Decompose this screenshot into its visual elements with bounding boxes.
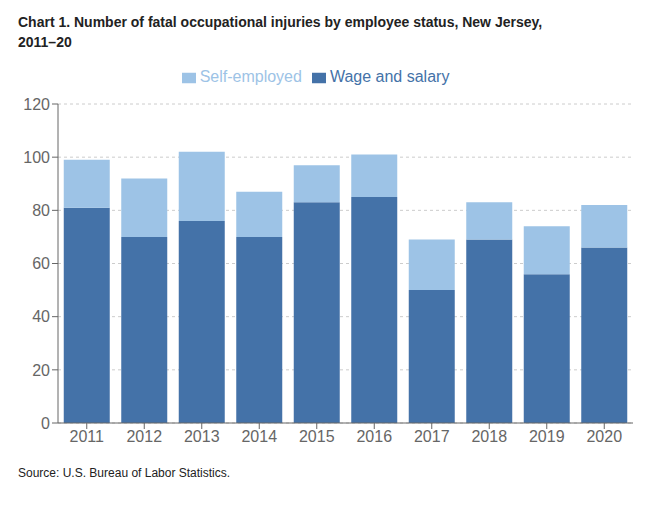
svg-text:2018: 2018 bbox=[471, 428, 507, 445]
svg-text:2017: 2017 bbox=[414, 428, 450, 445]
svg-text:2020: 2020 bbox=[586, 428, 622, 445]
svg-text:80: 80 bbox=[32, 202, 50, 219]
html-text:Chart 1. Number of fatal occup: Chart 1. Number of fatal occupational in… bbox=[18, 14, 543, 30]
svg-text:100: 100 bbox=[23, 149, 50, 166]
svg-text:60: 60 bbox=[32, 255, 50, 272]
svg-text:2019: 2019 bbox=[529, 428, 565, 445]
svg-text:2014: 2014 bbox=[241, 428, 277, 445]
html-text:Wage and salary: Wage and salary bbox=[329, 68, 450, 85]
html-text:2011–20: 2011–20 bbox=[18, 34, 72, 50]
svg-text:2012: 2012 bbox=[126, 428, 162, 445]
html-text:Source: U.S. Bureau of Labor S: Source: U.S. Bureau of Labor Statistics. bbox=[18, 466, 231, 480]
svg-text:0: 0 bbox=[41, 415, 50, 432]
svg-text:2011: 2011 bbox=[70, 428, 105, 445]
svg-text:20: 20 bbox=[32, 362, 50, 379]
svg-text:120: 120 bbox=[23, 96, 50, 113]
svg-text:2013: 2013 bbox=[184, 428, 220, 445]
html-text:Self-employed: Self-employed bbox=[199, 68, 302, 85]
svg-text:2016: 2016 bbox=[356, 428, 392, 445]
svg-text:40: 40 bbox=[32, 308, 50, 325]
svg-text:2015: 2015 bbox=[299, 428, 335, 445]
